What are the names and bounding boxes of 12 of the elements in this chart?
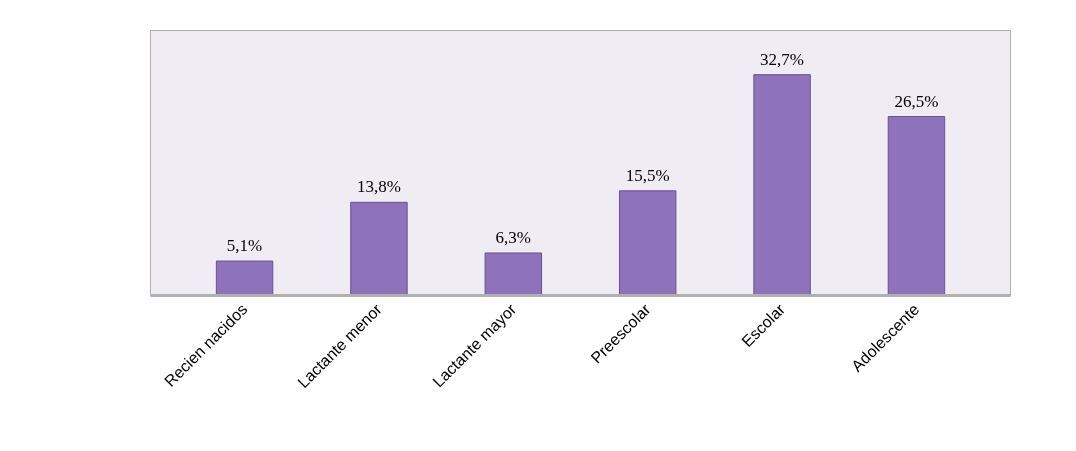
data-label: 32,7% [760,49,805,69]
data-label: 5,1% [226,236,263,256]
data-label: 6,3% [495,227,532,247]
bar [350,201,408,296]
data-label: 15,5% [625,165,670,185]
bar [215,260,274,296]
bar [484,252,543,296]
bar [753,74,811,296]
bar [618,190,677,296]
data-label: 13,8% [356,177,401,197]
bar [887,116,946,296]
data-label: 26,5% [894,91,939,111]
